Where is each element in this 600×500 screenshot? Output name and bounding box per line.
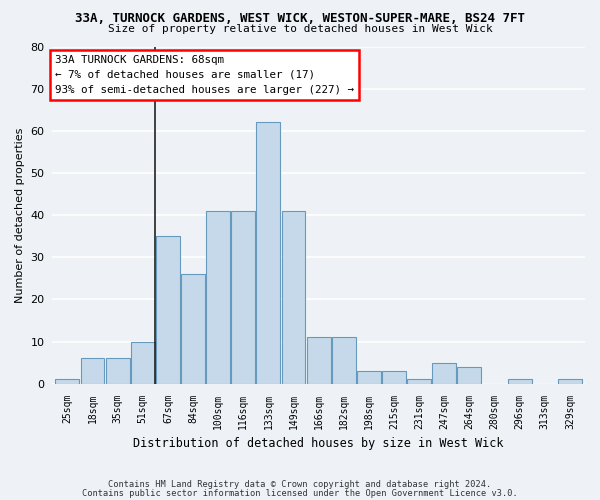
- Bar: [382, 371, 406, 384]
- Bar: [281, 211, 305, 384]
- Text: 33A TURNOCK GARDENS: 68sqm
← 7% of detached houses are smaller (17)
93% of semi-: 33A TURNOCK GARDENS: 68sqm ← 7% of detac…: [55, 55, 354, 94]
- Bar: [131, 342, 155, 384]
- Bar: [357, 371, 381, 384]
- Bar: [332, 338, 356, 384]
- Bar: [558, 380, 582, 384]
- Bar: [457, 367, 481, 384]
- Bar: [256, 122, 280, 384]
- Bar: [156, 236, 180, 384]
- Bar: [55, 380, 79, 384]
- Bar: [181, 274, 205, 384]
- Text: Contains public sector information licensed under the Open Government Licence v3: Contains public sector information licen…: [82, 488, 518, 498]
- Bar: [80, 358, 104, 384]
- Text: Contains HM Land Registry data © Crown copyright and database right 2024.: Contains HM Land Registry data © Crown c…: [109, 480, 491, 489]
- Bar: [433, 362, 456, 384]
- Text: 33A, TURNOCK GARDENS, WEST WICK, WESTON-SUPER-MARE, BS24 7FT: 33A, TURNOCK GARDENS, WEST WICK, WESTON-…: [75, 12, 525, 26]
- X-axis label: Distribution of detached houses by size in West Wick: Distribution of detached houses by size …: [133, 437, 504, 450]
- Bar: [508, 380, 532, 384]
- Bar: [106, 358, 130, 384]
- Bar: [206, 211, 230, 384]
- Text: Size of property relative to detached houses in West Wick: Size of property relative to detached ho…: [107, 24, 493, 34]
- Bar: [407, 380, 431, 384]
- Bar: [307, 338, 331, 384]
- Y-axis label: Number of detached properties: Number of detached properties: [15, 128, 25, 303]
- Bar: [232, 211, 255, 384]
